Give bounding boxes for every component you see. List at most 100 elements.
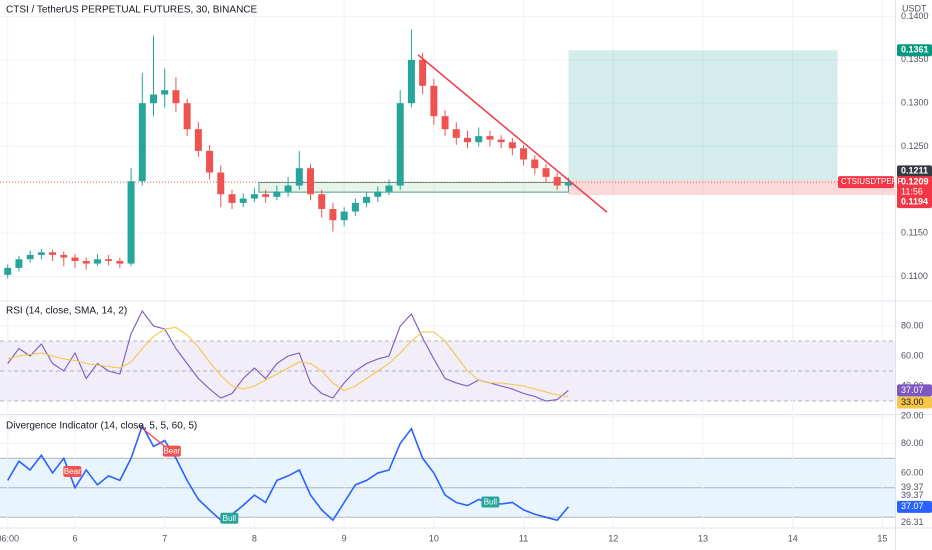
x-tick-label: 14 — [788, 533, 798, 543]
candle-body — [407, 59, 415, 104]
candle-body — [262, 194, 270, 197]
candle-body — [93, 259, 101, 264]
candle-body — [329, 208, 337, 221]
candle-body — [82, 260, 90, 264]
candle-body — [419, 59, 427, 86]
y-tick-label: 0.1100 — [901, 271, 928, 281]
candle-body — [250, 194, 258, 199]
last-value-badge — [897, 384, 932, 397]
candle-body — [452, 129, 460, 138]
candle-body — [228, 194, 236, 203]
last-value-label: 37.07 — [901, 385, 924, 395]
candle-body — [542, 168, 550, 177]
symbol-badge — [838, 176, 894, 189]
candle-body — [340, 211, 348, 221]
price-badge — [897, 44, 932, 57]
last-price-label: 0.1209 — [901, 176, 929, 186]
candle-body — [553, 176, 561, 186]
candle-body — [363, 196, 371, 203]
y-tick-label: 0.1300 — [901, 98, 929, 108]
price-badge — [897, 196, 932, 209]
candle-body — [497, 139, 505, 143]
price-badge-label: 0.1361 — [901, 45, 929, 55]
x-tick-label: 11 — [519, 533, 528, 543]
x-tick-label: 7 — [162, 533, 167, 543]
currency: USDT — [902, 3, 927, 13]
x-tick-label: 15 — [877, 533, 887, 543]
last-value-badge — [897, 396, 932, 409]
price-badge — [897, 165, 932, 178]
y-tick-label: 0.1350 — [901, 54, 929, 64]
level-label: 39.37 — [901, 490, 924, 500]
candle-body — [60, 254, 68, 258]
divergence-title: Divergence Indicator (14, close, 5, 5, 6… — [6, 421, 197, 432]
candle-body — [508, 142, 516, 149]
chart-title: CTSI / TetherUS PERPETUAL FUTURES, 30, B… — [6, 5, 258, 16]
rsi-title: RSI (14, close, SMA, 14, 2) — [6, 306, 127, 317]
y-tick-label: 0.1150 — [901, 228, 928, 238]
y-tick-label: 80.00 — [901, 438, 924, 448]
symbol-label: CTSIUSDTPERP — [841, 177, 903, 186]
signal-label: Bull — [484, 498, 498, 507]
candle-body — [520, 148, 528, 160]
candle-body — [284, 185, 292, 192]
candle-body — [4, 267, 12, 275]
y-tick-label: 20.00 — [901, 410, 924, 420]
candle-body — [531, 159, 539, 169]
stop-zone — [568, 180, 895, 196]
signal-badge — [63, 465, 82, 477]
x-tick-label: 8 — [252, 533, 257, 543]
signal-badge — [220, 512, 239, 524]
level-label: 26.31 — [901, 517, 924, 527]
candle-body — [26, 254, 34, 260]
y-tick-label: 60.00 — [901, 467, 924, 477]
candle-body — [15, 259, 23, 268]
y-tick-label: 0.1250 — [901, 141, 929, 151]
candle-body — [116, 260, 124, 264]
signal-badge — [481, 496, 500, 508]
candle-body — [239, 198, 247, 203]
level-label: 39.37 — [901, 482, 924, 492]
signal-badge — [162, 445, 181, 457]
candle-body — [71, 257, 79, 261]
candle-body — [396, 103, 404, 186]
candle-body — [273, 191, 281, 197]
y-tick-label: 80.00 — [901, 320, 924, 330]
x-tick-label: 6 — [72, 533, 77, 543]
candle-body — [385, 185, 393, 192]
candle-body — [295, 168, 303, 186]
candle-body — [318, 194, 326, 209]
series-line — [7, 423, 570, 522]
x-tick-label: 9 — [342, 533, 347, 543]
candle-body — [206, 150, 214, 173]
candle-body — [430, 85, 438, 117]
target-zone — [568, 50, 838, 181]
candle-body — [105, 259, 113, 261]
last-price-badge — [897, 176, 932, 200]
last-value-badge — [897, 500, 932, 513]
candle-body — [49, 252, 57, 255]
y-tick-label: 60.00 — [901, 350, 924, 360]
candle-body — [37, 252, 45, 255]
x-tick-label: 10 — [429, 533, 439, 543]
candle-body — [564, 182, 572, 186]
price-badge-label: 0.1194 — [901, 196, 928, 206]
signal-label: Bear — [64, 467, 81, 476]
candle-body — [138, 103, 146, 182]
signal-label: Bear — [163, 447, 180, 456]
price-badge-label: 0.1211 — [901, 166, 928, 176]
candle-body — [374, 191, 382, 197]
candle-body — [441, 116, 449, 130]
trendline — [417, 54, 608, 213]
support-zone — [258, 182, 569, 193]
candle-body — [150, 94, 158, 104]
y-tick-label: 0.1400 — [901, 11, 929, 21]
candle-body — [127, 181, 135, 264]
x-tick-label: 06:00 — [0, 533, 19, 543]
countdown: 11:56 — [901, 186, 923, 196]
series-line — [7, 326, 569, 398]
signal-label: Bull — [223, 514, 237, 523]
candle-body — [161, 90, 169, 95]
